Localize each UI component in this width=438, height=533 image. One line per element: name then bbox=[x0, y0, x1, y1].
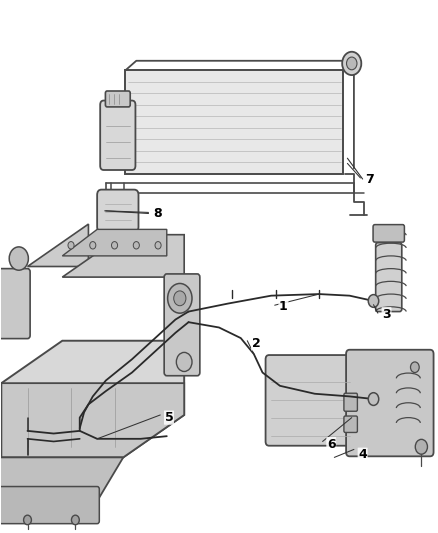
Polygon shape bbox=[28, 224, 88, 266]
FancyBboxPatch shape bbox=[164, 274, 200, 376]
Circle shape bbox=[368, 393, 379, 406]
Text: 3: 3 bbox=[382, 308, 391, 321]
Circle shape bbox=[133, 241, 139, 249]
Text: 2: 2 bbox=[252, 337, 261, 350]
Polygon shape bbox=[1, 383, 184, 457]
Circle shape bbox=[346, 57, 357, 70]
Text: 7: 7 bbox=[365, 173, 374, 185]
Circle shape bbox=[342, 52, 361, 75]
Text: 7: 7 bbox=[365, 173, 374, 185]
Text: 4: 4 bbox=[358, 448, 367, 461]
FancyBboxPatch shape bbox=[346, 350, 434, 456]
FancyBboxPatch shape bbox=[265, 355, 355, 446]
FancyBboxPatch shape bbox=[100, 101, 135, 170]
Circle shape bbox=[168, 284, 192, 313]
FancyBboxPatch shape bbox=[106, 91, 130, 107]
Circle shape bbox=[9, 247, 28, 270]
Circle shape bbox=[71, 515, 79, 524]
Circle shape bbox=[410, 362, 419, 373]
FancyBboxPatch shape bbox=[0, 269, 30, 338]
Circle shape bbox=[68, 241, 74, 249]
Text: 8: 8 bbox=[153, 207, 162, 220]
FancyBboxPatch shape bbox=[97, 190, 138, 232]
Circle shape bbox=[90, 241, 96, 249]
FancyBboxPatch shape bbox=[376, 243, 402, 312]
Polygon shape bbox=[1, 341, 184, 457]
Circle shape bbox=[368, 295, 379, 308]
Text: 1: 1 bbox=[279, 300, 288, 313]
Circle shape bbox=[155, 241, 161, 249]
FancyBboxPatch shape bbox=[373, 224, 404, 242]
Polygon shape bbox=[62, 235, 184, 277]
Text: 6: 6 bbox=[327, 438, 336, 450]
Circle shape bbox=[174, 291, 186, 306]
Bar bbox=[125, 70, 343, 174]
Circle shape bbox=[112, 241, 117, 249]
FancyBboxPatch shape bbox=[344, 393, 357, 411]
FancyBboxPatch shape bbox=[0, 487, 99, 523]
Polygon shape bbox=[0, 457, 123, 516]
Text: 5: 5 bbox=[165, 411, 173, 424]
Circle shape bbox=[177, 352, 192, 372]
Circle shape bbox=[415, 439, 427, 454]
Polygon shape bbox=[62, 229, 167, 256]
Text: 8: 8 bbox=[153, 207, 162, 220]
FancyBboxPatch shape bbox=[344, 416, 357, 432]
Circle shape bbox=[24, 515, 32, 524]
